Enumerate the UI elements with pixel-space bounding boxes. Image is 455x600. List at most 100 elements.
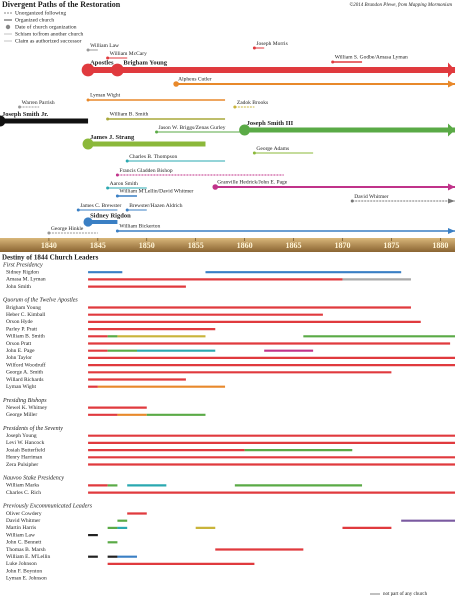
- branch-label: James J. Strang: [90, 134, 135, 141]
- row-name: Luke Johnson: [6, 561, 37, 567]
- origin-dot: [18, 105, 22, 109]
- origin-dot: [86, 98, 90, 102]
- branch-label: Zadok Brooks: [237, 100, 268, 106]
- year-label: 1845: [90, 241, 106, 250]
- branch-label: Brewster/Hazen Aldrich: [129, 203, 183, 209]
- branch-label: Francis Gladden Bishop: [119, 168, 172, 174]
- branch-label: William Bickerton: [119, 224, 160, 230]
- row-name: Josiah Butterfield: [6, 446, 45, 453]
- origin-dot: [111, 63, 124, 77]
- row-name: Orson Pratt: [6, 341, 32, 347]
- row-name: Joseph Young: [6, 433, 37, 439]
- origin-dot: [115, 173, 119, 177]
- group-title: Presiding Bishops: [2, 398, 47, 404]
- branch-label: Joseph Morris: [256, 41, 287, 47]
- arrow-head: [448, 228, 455, 234]
- row-name: Newel K. Whitney: [6, 405, 48, 411]
- credit: ©2014 Brandon Plewe, from Mapping Mormon…: [350, 2, 453, 8]
- row-name: Thomas B. Marsh: [6, 547, 46, 553]
- branch-label: William McCary: [110, 51, 147, 57]
- arrow-head: [448, 62, 455, 78]
- legend-label: Date of church organization: [15, 23, 77, 30]
- branch-label: George Hinkle: [51, 226, 84, 232]
- branch-label: Charles B. Thompson: [129, 154, 177, 160]
- row-name: John F. Boynton: [6, 568, 42, 574]
- arrow-head: [448, 123, 455, 137]
- row-name: Lyman E. Johnson: [6, 576, 47, 582]
- legend-label: Organized church: [15, 17, 54, 23]
- branch-label: William Law: [90, 43, 119, 49]
- origin-dot: [252, 151, 256, 155]
- origin-dot: [233, 105, 237, 109]
- section-title: Destiny of 1844 Church Leaders: [2, 254, 99, 262]
- origin-dot: [76, 208, 80, 212]
- origin-dot: [125, 208, 129, 212]
- legend: Unorganized following Organized church D…: [4, 9, 84, 44]
- year-label: 1870: [334, 241, 350, 250]
- branch-label: Jason W. Briggs/Zenas Gurley: [159, 125, 226, 131]
- row-name: Heber C. Kimball: [6, 312, 46, 318]
- branch-label: William M'Lellin/David Whitmer: [119, 189, 193, 195]
- year-label: 1855: [188, 241, 204, 250]
- legend-label: Claim as authorized successor: [15, 38, 82, 44]
- legend-symbol: [5, 24, 11, 30]
- row-name: Charles C. Rich: [6, 490, 41, 496]
- row-name: John Taylor: [6, 355, 32, 361]
- row-name: John E. Page: [6, 348, 35, 354]
- branch-label: Brigham Young: [123, 59, 167, 66]
- row-name: Parley P. Pratt: [6, 326, 37, 332]
- title: Divergent Paths of the Restoration: [2, 0, 121, 9]
- row-name: David Whitmer: [6, 518, 40, 524]
- origin-dot: [106, 56, 110, 60]
- legend-label: Schism to/from another church: [15, 30, 84, 37]
- group-title: Presidents of the Seventy: [2, 425, 63, 432]
- row-name: Lyman Wight: [6, 384, 37, 390]
- branch-label: Joseph Smith Jr.: [2, 111, 49, 118]
- row-name: Amasa M. Lyman: [6, 277, 46, 283]
- group-title: Nauvoo Stake Presidency: [2, 476, 64, 482]
- arrow-head: [448, 183, 455, 191]
- row-name: Zera Pulsipher: [6, 462, 38, 468]
- row-name: John C. Bennett: [6, 540, 42, 546]
- row-name: George A. Smith: [6, 370, 43, 376]
- branch-label: Warren Parrish: [22, 100, 55, 106]
- row-name: John Smith: [6, 284, 31, 290]
- row-name: William Marks: [6, 483, 39, 489]
- branch-label: George Adams: [256, 146, 289, 152]
- year-label: 1880: [432, 241, 448, 250]
- legend-label: Unorganized following: [15, 9, 66, 16]
- row-name: Oliver Cowdery: [6, 511, 42, 517]
- origin-dot: [350, 199, 354, 203]
- row-name: Martin Harris: [6, 525, 36, 531]
- branch-label: David Whitmer: [354, 194, 388, 200]
- row-name: William Law: [6, 532, 35, 538]
- row-name: William E. M'Lellin: [6, 554, 51, 560]
- branch-label: Aaron Smith: [110, 181, 139, 187]
- row-name: William B. Smith: [6, 334, 45, 340]
- origin-dot: [115, 194, 119, 198]
- footnote: not part of any church: [383, 592, 428, 597]
- branch-label: Apostles: [90, 59, 114, 66]
- origin-dot: [47, 231, 51, 235]
- group-title: First Presidency: [2, 262, 43, 268]
- origin-dot: [173, 81, 179, 87]
- branch-label: Lyman Wight: [90, 93, 121, 99]
- row-name: George Miller: [6, 412, 37, 418]
- year-label: 1850: [139, 241, 155, 250]
- origin-dot: [0, 115, 6, 127]
- origin-dot: [82, 138, 94, 150]
- arrow-head: [448, 80, 455, 88]
- row-name: Levi W. Hancock: [6, 440, 45, 446]
- branch-label: Alpheus Cutler: [178, 76, 212, 82]
- group-title: Previously Excommunicated Leaders: [2, 504, 93, 510]
- branch-label: Joseph Smith III: [247, 120, 294, 127]
- branch-label: James C. Brewster: [80, 203, 121, 209]
- row-name: Henry Harriman: [6, 455, 42, 461]
- origin-dot: [81, 63, 95, 77]
- arrow-head: [448, 198, 455, 204]
- origin-dot: [106, 117, 110, 121]
- group-title: Quorum of the Twelve Apostles: [3, 297, 78, 304]
- origin-dot: [106, 186, 110, 190]
- year-label: 1860: [237, 241, 253, 250]
